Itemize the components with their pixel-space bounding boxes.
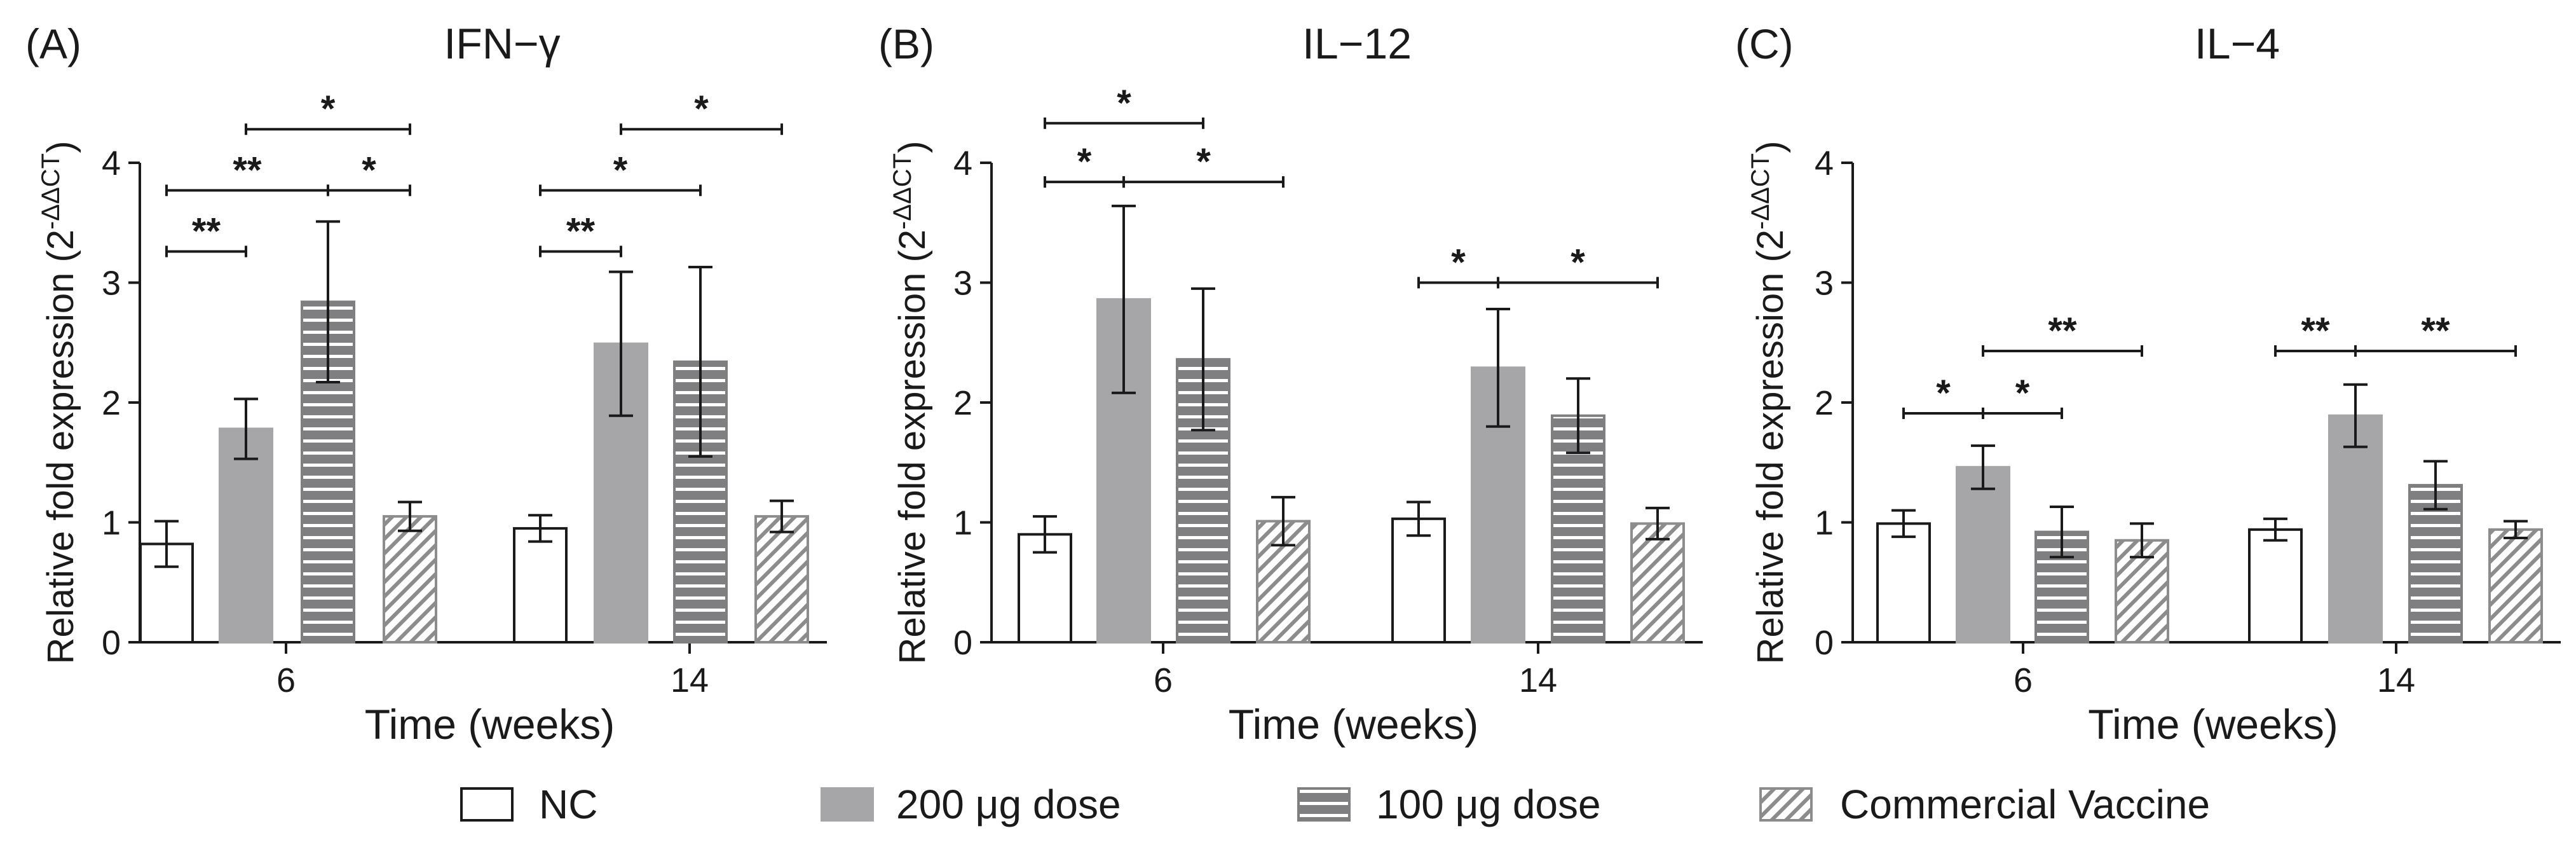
bar-cv (754, 515, 809, 644)
panel-label: (B) (878, 20, 934, 67)
legend-label-nc: NC (539, 782, 597, 827)
significance-label: ** (2421, 310, 2450, 352)
bar-cv (383, 515, 437, 644)
significance-label: * (362, 149, 376, 191)
x-tick-label: 6 (276, 661, 296, 699)
y-tick-label: 2 (102, 384, 121, 422)
legend-item-100ug: 100 μg dose (1297, 782, 1601, 827)
x-axis-label: Time (weeks) (1229, 701, 1479, 748)
y-tick-label: 0 (953, 624, 972, 662)
y-tick-label: 4 (102, 144, 121, 182)
y-tick-label: 1 (102, 504, 121, 542)
bar-nc (1876, 522, 1931, 644)
y-axis-label: Relative fold expression (2-ΔΔCT) (1747, 141, 1791, 665)
y-tick-label: 4 (1815, 144, 1834, 182)
legend-item-200ug: 200 μg dose (821, 782, 1121, 827)
legend-swatch-commercial-vaccine (1759, 787, 1813, 822)
y-axis-label-superscript: -ΔΔCT (37, 153, 65, 230)
legend-swatch-nc (460, 787, 514, 822)
y-tick-label: 3 (1815, 265, 1834, 303)
legend-label-100ug: 100 μg dose (1376, 782, 1601, 827)
x-tick-label: 14 (1519, 661, 1557, 699)
x-tick-label: 6 (1154, 661, 1173, 699)
bar-cv (1630, 522, 1685, 644)
y-axis-label-main: Relative fold expression (2 (40, 230, 81, 664)
significance-label: ** (192, 210, 221, 252)
chart-panel-2: (B) IL−12 Relative fold expression (2-ΔΔCT… (878, 20, 1703, 748)
chart-panel-3: (C) IL−4 Relative fold expression (2-ΔΔCT)… (1735, 20, 2561, 748)
y-axis-label-main: Relative fold expression (2 (892, 230, 933, 664)
significance-label: ** (2301, 310, 2330, 352)
x-tick-label: 14 (671, 661, 709, 699)
panel-label: (C) (1735, 20, 1794, 67)
significance-label: ** (2048, 310, 2077, 352)
y-axis-label: Relative fold expression (2-ΔΔCT) (889, 141, 933, 665)
significance-label: * (1451, 242, 1466, 284)
significance-label: * (613, 149, 628, 191)
y-axis-label-superscript: -ΔΔCT (889, 153, 917, 230)
bar-nc (2248, 528, 2303, 644)
legend-label-200ug: 200 μg dose (896, 782, 1121, 827)
y-axis-label-close: ) (1750, 141, 1791, 153)
chart-panel-1: (A) IFN−γ Relative fold expression (2-ΔΔCT… (25, 20, 827, 748)
chart-title: IL−4 (2195, 20, 2280, 68)
panel-label: (A) (25, 20, 81, 67)
x-tick-label: 6 (2014, 661, 2033, 699)
y-tick-label: 2 (953, 384, 972, 422)
bar-nc (1391, 517, 1446, 644)
x-axis-label: Time (weeks) (2088, 701, 2338, 748)
significance-label: * (1077, 141, 1092, 182)
y-tick-label: 3 (953, 265, 972, 303)
significance-label: * (1571, 242, 1585, 284)
significance-label: * (1117, 83, 1131, 124)
y-tick-label: 4 (953, 144, 972, 182)
significance-label: * (2015, 373, 2030, 414)
y-axis-label-close: ) (40, 141, 81, 153)
significance-label: * (694, 88, 709, 130)
significance-label: ** (233, 149, 262, 191)
y-tick-label: 1 (1815, 504, 1834, 542)
bar-d200 (1956, 465, 2010, 644)
y-axis-label-main: Relative fold expression (2 (1750, 230, 1791, 664)
y-axis-label-superscript: -ΔΔCT (1747, 153, 1775, 230)
y-tick-label: 2 (1815, 384, 1834, 422)
legend-item-nc: NC (460, 782, 597, 827)
legend-swatch-100ug (1297, 787, 1351, 822)
x-tick-label: 14 (2377, 661, 2415, 699)
y-axis-label-close: ) (892, 141, 933, 153)
significance-label: * (1196, 141, 1211, 182)
y-tick-label: 1 (953, 504, 972, 542)
chart-title: IL−12 (1302, 20, 1412, 68)
bar-cv (2488, 528, 2543, 644)
significance-label: * (321, 88, 336, 130)
legend-label-commercial-vaccine: Commercial Vaccine (1840, 782, 2210, 827)
chart-title: IFN−γ (444, 20, 560, 68)
y-tick-label: 0 (102, 624, 121, 662)
significance-label: ** (566, 210, 596, 252)
legend: NC 200 μg dose 100 μg dose Commercial Va… (460, 782, 2210, 827)
bar-nc (513, 527, 568, 644)
legend-item-commercial-vaccine: Commercial Vaccine (1759, 782, 2210, 827)
legend-swatch-200ug (821, 787, 874, 822)
x-axis-label: Time (weeks) (365, 701, 615, 748)
y-tick-label: 0 (1815, 624, 1834, 662)
bar-d200 (219, 427, 273, 644)
y-tick-label: 3 (102, 265, 121, 303)
bar-d200 (2328, 414, 2383, 644)
y-axis-label: Relative fold expression (2-ΔΔCT) (37, 141, 81, 665)
significance-label: * (1936, 373, 1951, 414)
